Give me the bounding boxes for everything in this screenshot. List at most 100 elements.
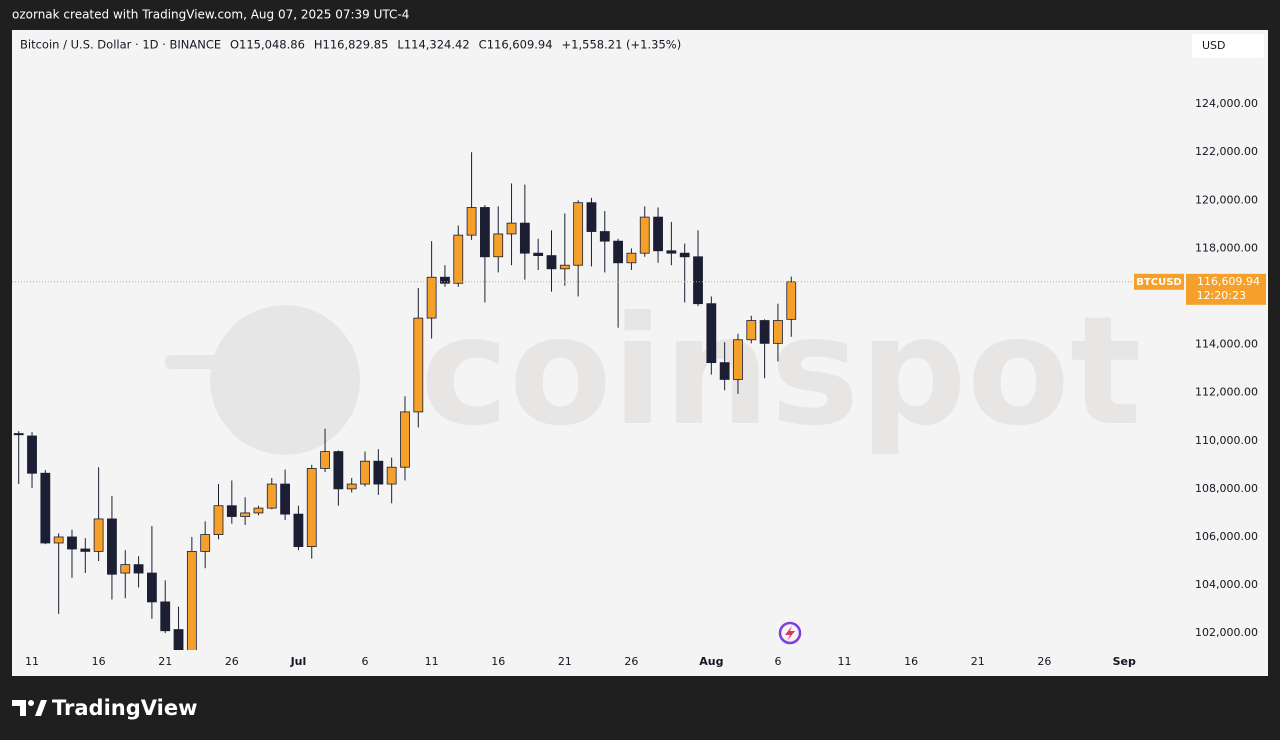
candle-body (280, 483, 291, 515)
ohlc-value: L114,324.42 (397, 38, 469, 52)
candle-body (506, 222, 517, 235)
candle-body (360, 460, 370, 485)
candle-body (706, 303, 717, 364)
ohlc-value: C116,609.94 (479, 38, 553, 52)
currency-box[interactable] (1192, 34, 1264, 58)
candle-body (746, 320, 757, 341)
candle-body (107, 518, 117, 575)
candle-body (466, 207, 477, 236)
x-tick-label: Aug (699, 655, 723, 668)
candle-body (440, 276, 450, 284)
candle-body (400, 411, 410, 468)
candle-body (253, 507, 264, 514)
candle-body (693, 256, 703, 305)
y-tick-label: 112,000.00 (1195, 386, 1258, 399)
candle-body (413, 317, 424, 413)
y-tick-label: 118,000.00 (1195, 241, 1258, 254)
candle-body (333, 451, 344, 490)
x-tick-label: 16 (491, 655, 505, 668)
candle-body (93, 518, 104, 552)
axes: 102,000.00 104,000.00 106,000.00 108,000.00… (25, 97, 1266, 668)
candle-body (519, 222, 530, 254)
y-tick-label: 120,000.00 (1195, 193, 1258, 206)
countdown: 12:20:23 (1197, 289, 1246, 302)
candle-body (559, 264, 570, 270)
candle-body (200, 534, 211, 552)
candle-body (306, 468, 317, 547)
candle-body (733, 339, 743, 380)
ticker-tag: BTCUSD (1136, 277, 1181, 288)
candle-body (40, 472, 51, 544)
y-tick-label: 108,000.00 (1195, 482, 1258, 495)
y-tick-label: 106,000.00 (1195, 530, 1258, 543)
candle-body (213, 505, 224, 535)
candle-body (80, 548, 91, 552)
candle-body (226, 505, 237, 517)
x-tick-label: 21 (971, 655, 985, 668)
apart-icon[interactable] (778, 621, 802, 645)
x-tick-label: 26 (225, 655, 239, 668)
candle-body (266, 483, 277, 509)
x-tick-label: 21 (558, 655, 572, 668)
candle-body (426, 276, 437, 319)
candle-body (493, 233, 504, 258)
x-tick-label: 11 (25, 655, 39, 668)
candle-body (533, 252, 544, 256)
y-tick-label: 124,000.00 (1195, 97, 1258, 110)
currency[interactable]: USD (1202, 39, 1226, 52)
candle-body (626, 252, 637, 264)
candle-body (573, 202, 584, 266)
candle-body (27, 435, 37, 474)
x-tick-label: 16 (904, 655, 918, 668)
candle-body (386, 466, 397, 485)
candle-body (160, 601, 171, 632)
ohlc-value: O115,048.86 (230, 38, 305, 52)
candle-body (240, 512, 251, 517)
candle-body (346, 483, 357, 490)
x-tick-label: 26 (624, 655, 638, 668)
candle-body (546, 255, 557, 270)
x-tick-label: Jul (290, 655, 307, 668)
watermark: coinspot (420, 285, 1142, 459)
y-tick-label: 104,000.00 (1195, 578, 1258, 591)
candle-body (67, 536, 77, 550)
x-tick-label: Sep (1113, 655, 1136, 668)
candle-body (599, 231, 610, 242)
plot (12, 152, 1182, 650)
candle-body (320, 451, 330, 469)
y-tick-label: 122,000.00 (1195, 145, 1258, 158)
brand-logo (12, 700, 47, 716)
candle-body (293, 513, 304, 547)
x-tick-label: 6 (774, 655, 781, 668)
candle-body (453, 234, 464, 284)
watermark-logo (165, 305, 360, 455)
candle-body (773, 320, 783, 344)
price-box (1186, 273, 1266, 305)
y-tick-label: 110,000.00 (1195, 434, 1258, 447)
x-tick-label: 6 (362, 655, 369, 668)
candle-body (133, 564, 144, 574)
x-tick-label: 16 (92, 655, 106, 668)
ohlc-legend: O115,048.86 H116,829.85 L114,324.42 C116,60… (230, 38, 681, 52)
credit: ozornak created with TradingView.com, Au… (12, 8, 409, 22)
candle-body (586, 202, 597, 232)
x-tick-label: 11 (838, 655, 852, 668)
candle-body (479, 207, 490, 258)
x-tick-label: 11 (425, 655, 439, 668)
candle-body (186, 550, 197, 650)
candle-body (759, 320, 770, 344)
last-price: 116,609.94 (1197, 275, 1260, 288)
candle-body (120, 564, 131, 574)
candle-body (373, 460, 384, 485)
candle-body (653, 216, 663, 252)
candle-body (639, 216, 650, 254)
candle-body (13, 433, 24, 436)
candle-body (666, 250, 677, 254)
y-tick-label: 102,000.00 (1195, 626, 1258, 639)
candle-body (719, 362, 730, 380)
candle-body (786, 281, 797, 320)
candle-body (173, 629, 184, 650)
symbol: Bitcoin / U.S. Dollar · 1D · BINANCE (20, 38, 221, 52)
